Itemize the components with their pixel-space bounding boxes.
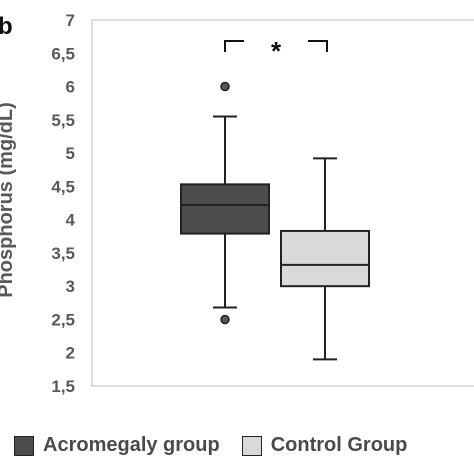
panel-label: b — [0, 13, 13, 40]
legend-swatch-acromegaly — [14, 435, 34, 456]
plot-area-border — [91, 19, 474, 387]
outlier-point — [220, 314, 230, 325]
y-tick-label: 2,5 — [51, 310, 75, 329]
legend-item-acromegaly: Acromegaly group — [14, 434, 220, 457]
y-axis-label: Phosphorus (mg/dL) — [0, 102, 17, 298]
y-axis-ticks: 1,5 2 2,5 3 3,5 4 4,5 5 5,5 6 6,5 7 — [51, 11, 75, 396]
y-tick-label: 4,5 — [51, 177, 75, 196]
outlier-point — [220, 81, 230, 92]
significance-bracket: * — [224, 36, 328, 66]
box-control — [280, 157, 370, 361]
y-tick-label: 2 — [66, 344, 75, 363]
legend-item-control: Control Group — [241, 434, 408, 457]
y-tick-label: 6,5 — [51, 44, 75, 63]
iqr-box — [280, 229, 370, 288]
legend-label-acromegaly: Acromegaly group — [43, 434, 220, 456]
significance-star: * — [271, 36, 282, 66]
legend-label-control: Control Group — [270, 434, 408, 456]
legend-swatch-control — [241, 435, 262, 456]
boxes — [180, 81, 370, 361]
y-tick-label: 3 — [66, 277, 75, 296]
bracket-right — [308, 40, 328, 52]
y-tick-label: 7 — [66, 11, 75, 30]
y-tick-label: 1,5 — [51, 377, 75, 396]
box-acromegaly — [180, 81, 270, 325]
bracket-left — [224, 40, 244, 52]
iqr-box — [180, 183, 270, 235]
y-tick-label: 5,5 — [51, 111, 75, 130]
y-tick-label: 4 — [66, 211, 76, 230]
legend: Acromegaly group Control Group — [14, 434, 429, 457]
y-tick-label: 6 — [66, 78, 75, 97]
y-tick-label: 3,5 — [51, 244, 75, 263]
y-tick-label: 5 — [66, 144, 75, 163]
